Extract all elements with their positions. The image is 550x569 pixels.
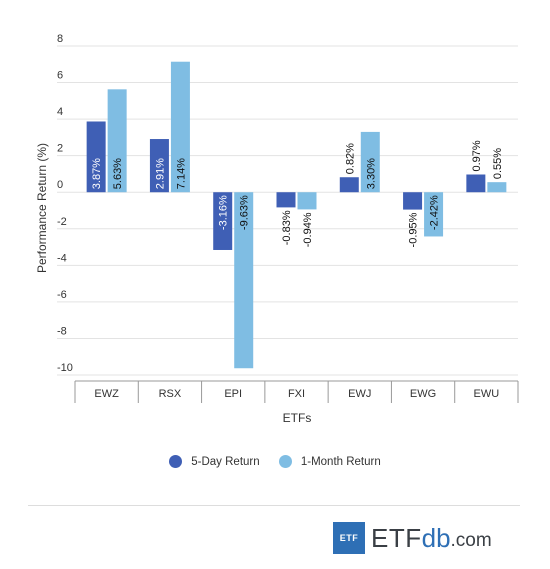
y-tick-label: 0 bbox=[57, 179, 63, 191]
logo-brand-accent: db bbox=[421, 522, 451, 553]
data-label: 0.55% bbox=[492, 148, 504, 179]
bar-5-day bbox=[276, 192, 296, 208]
bar-1-month bbox=[424, 192, 444, 237]
data-label: -0.94% bbox=[302, 212, 314, 247]
data-label: 0.82% bbox=[344, 143, 356, 174]
x-tick-label: EWU bbox=[474, 388, 500, 400]
data-label: 3.30% bbox=[365, 158, 377, 189]
data-label: -2.42% bbox=[429, 195, 441, 230]
y-tick-label: 2 bbox=[57, 143, 63, 155]
bar-5-day bbox=[466, 174, 486, 193]
bar-5-day bbox=[213, 192, 233, 250]
x-tick-label: RSX bbox=[159, 388, 182, 400]
footer-divider bbox=[28, 505, 520, 506]
data-label: 0.97% bbox=[471, 140, 483, 171]
y-tick-label: -6 bbox=[57, 289, 67, 301]
y-tick-label: -8 bbox=[57, 325, 67, 337]
bar-1-month bbox=[234, 192, 254, 369]
legend-label-1-month: 1-Month Return bbox=[300, 455, 381, 468]
logo-brand-main: ETF bbox=[371, 522, 422, 553]
data-label: 7.14% bbox=[175, 158, 187, 189]
x-tick-label: FXI bbox=[288, 388, 305, 400]
data-label: 2.91% bbox=[154, 158, 166, 189]
data-label: -0.95% bbox=[408, 212, 420, 247]
bars bbox=[86, 61, 507, 369]
bar-chart: 8 6 4 2 0 -2 -4 -6 -8 -10 3.87% 2.91% -3.16% -0.83% 0… bbox=[35, 33, 519, 425]
x-tick-label: EWG bbox=[410, 388, 436, 400]
x-tick-label: EWZ bbox=[94, 388, 119, 400]
bar-1-month bbox=[107, 89, 127, 193]
legend-label-5-day: 5-Day Return bbox=[191, 455, 260, 468]
x-axis-title: ETFs bbox=[283, 411, 312, 425]
bar-1-month bbox=[170, 61, 190, 193]
data-label: -0.83% bbox=[281, 210, 293, 245]
legend-item-5-day: 5-Day Return bbox=[169, 455, 260, 468]
x-tick-label: EWJ bbox=[348, 388, 371, 400]
bar-1-month bbox=[360, 131, 380, 193]
y-tick-label: 8 bbox=[57, 33, 63, 45]
y-tick-label: -10 bbox=[57, 362, 73, 374]
data-label: -3.16% bbox=[218, 195, 230, 230]
bar-1-month bbox=[297, 192, 317, 210]
legend: 5-Day Return 1-Month Return bbox=[0, 455, 550, 471]
data-label: 5.63% bbox=[112, 158, 124, 189]
y-tick-label: -4 bbox=[57, 252, 67, 264]
logo-brand-suffix: .com bbox=[450, 530, 492, 551]
bar-5-day bbox=[149, 139, 169, 193]
y-axis-title: Performance Return (%) bbox=[35, 143, 49, 273]
x-axis: EWZ RSX EPI FXI EWJ EWG EWU bbox=[74, 380, 519, 403]
logo-box-icon: ETF bbox=[333, 522, 365, 554]
legend-item-1-month: 1-Month Return bbox=[278, 455, 381, 468]
bar-5-day bbox=[403, 192, 423, 210]
data-label: 3.87% bbox=[91, 158, 103, 189]
data-labels: 3.87% 2.91% -3.16% -0.83% 0.82% -0.95% 0.97% 5.… bbox=[91, 140, 504, 247]
bar-1-month bbox=[487, 182, 507, 193]
legend-swatch-5-day bbox=[169, 455, 183, 468]
y-tick-label: 6 bbox=[57, 70, 63, 82]
y-tick-label: 4 bbox=[57, 106, 63, 118]
y-axis-ticks: 8 6 4 2 0 -2 -4 -6 -8 -10 bbox=[57, 33, 73, 374]
y-tick-label: -2 bbox=[57, 216, 67, 228]
legend-swatch-1-month bbox=[278, 455, 292, 468]
x-tick-label: EPI bbox=[224, 388, 242, 400]
bar-5-day bbox=[86, 121, 106, 193]
etfdb-logo: ETF ETF db .com bbox=[333, 522, 492, 554]
bar-5-day bbox=[339, 177, 359, 193]
data-label: -9.63% bbox=[239, 195, 251, 230]
